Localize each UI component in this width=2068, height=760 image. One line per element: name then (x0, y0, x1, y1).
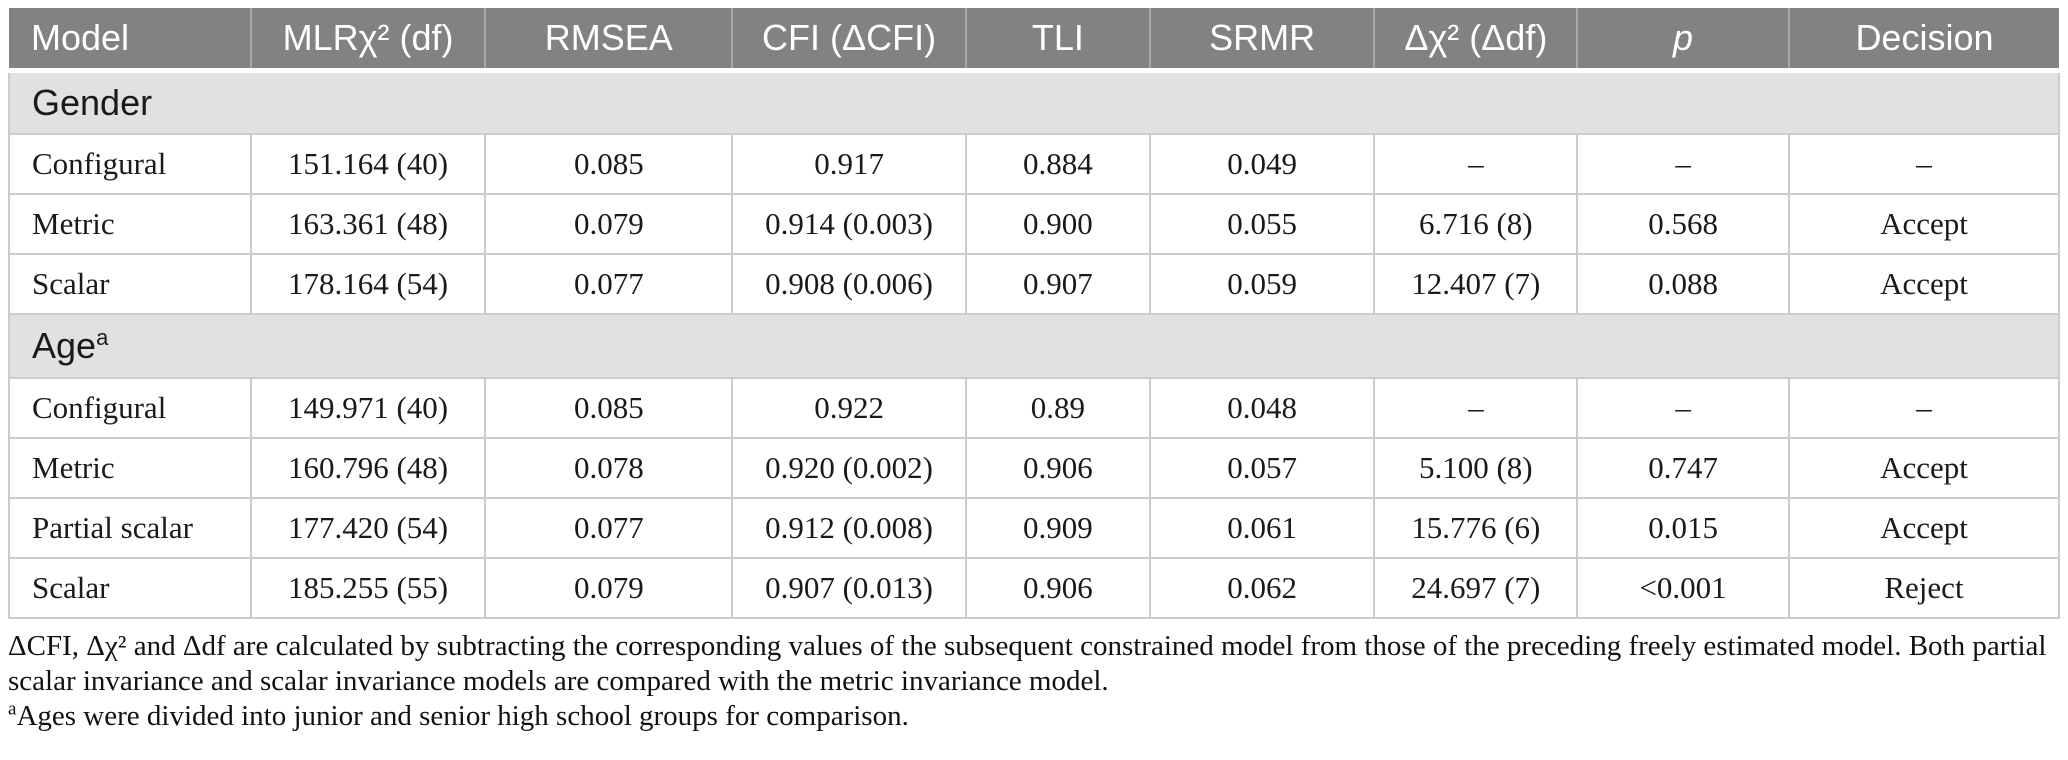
table-cell: Accept (1787, 497, 2061, 559)
col-mlr-chi2-df: MLRχ² (df) (249, 8, 486, 73)
table-cell: 12.407 (7) (1373, 253, 1579, 315)
table-cell: 0.907 (0.013) (731, 557, 967, 619)
col-delta-chi2: Δχ² (Δdf) (1373, 8, 1578, 73)
table-cell: 0.061 (1148, 497, 1376, 559)
section-row-age: Agea (8, 314, 2060, 379)
table-cell: – (1373, 377, 1579, 439)
table-cell: 185.255 (55) (249, 557, 487, 619)
footnote-a-superscript: a (8, 698, 17, 720)
table-cell: – (1787, 133, 2061, 195)
col-p: p (1576, 8, 1789, 73)
table-cell: – (1576, 133, 1790, 195)
table-cell: 0.015 (1576, 497, 1790, 559)
table-cell: 0.049 (1148, 133, 1376, 195)
table-cell: 0.079 (484, 193, 734, 255)
cell-model-name: Scalar (8, 253, 252, 315)
cell-model-name: Scalar (8, 557, 252, 619)
table-cell: 0.900 (964, 193, 1151, 255)
table-footnotes: ΔCFI, Δχ² and Δdf are calculated by subt… (8, 629, 2060, 734)
table-cell: – (1576, 377, 1790, 439)
col-decision: Decision (1787, 8, 2059, 73)
table-cell: 0.908 (0.006) (731, 253, 967, 315)
table-cell: 0.906 (964, 557, 1151, 619)
table-cell: 24.697 (7) (1373, 557, 1579, 619)
table-cell: 0.906 (964, 437, 1151, 499)
table-cell: – (1373, 133, 1579, 195)
col-srmr: SRMR (1148, 8, 1375, 73)
footnote-a-text: Ages were divided into junior and senior… (16, 700, 909, 732)
table-cell: 0.085 (484, 377, 734, 439)
table-cell: Accept (1787, 193, 2061, 255)
footnote-general: ΔCFI, Δχ² and Δdf are calculated by subt… (8, 630, 2047, 697)
header-row: Model MLRχ² (df) RMSEA CFI (ΔCFI) TLI SR… (9, 8, 2059, 73)
table-cell: 0.907 (964, 253, 1151, 315)
table-cell: – (1787, 377, 2061, 439)
section-title-text: Gender (32, 81, 153, 123)
table-cell: 163.361 (48) (249, 193, 487, 255)
table-cell: 0.89 (964, 377, 1151, 439)
col-model: Model (9, 8, 251, 73)
table-row: Scalar 178.164 (54) 0.077 0.908 (0.006) … (8, 253, 2061, 315)
table-cell: 0.747 (1576, 437, 1790, 499)
cell-model-name: Metric (8, 193, 252, 255)
table-cell: 177.420 (54) (249, 497, 487, 559)
table-cell: 5.100 (8) (1373, 437, 1579, 499)
table-cell: 0.048 (1148, 377, 1376, 439)
cell-model-name: Partial scalar (8, 497, 252, 559)
table-row: Scalar 185.255 (55) 0.079 0.907 (0.013) … (8, 557, 2061, 619)
table-cell: Reject (1787, 557, 2061, 619)
table-cell: 0.917 (731, 133, 967, 195)
table-cell: 178.164 (54) (249, 253, 487, 315)
measurement-invariance-table: Model MLRχ² (df) RMSEA CFI (ΔCFI) TLI SR… (8, 8, 2061, 619)
table-cell: Accept (1787, 253, 2061, 315)
table-cell: 151.164 (40) (249, 133, 487, 195)
section-title-text: Age (32, 325, 97, 366)
table-cell: Accept (1787, 437, 2061, 499)
footnote-a: aAges were divided into junior and senio… (8, 699, 2060, 734)
table-cell: 0.568 (1576, 193, 1790, 255)
table-row: Configural 149.971 (40) 0.085 0.922 0.89… (8, 377, 2061, 439)
col-cfi: CFI (ΔCFI) (731, 8, 966, 73)
cell-model-name: Metric (8, 437, 252, 499)
footnote-a-marker: a (96, 325, 109, 350)
cell-model-name: Configural (8, 377, 252, 439)
table-cell: 0.909 (964, 497, 1151, 559)
table-body: Gender Configural 151.164 (40) 0.085 0.9… (8, 70, 2061, 619)
table-cell: 6.716 (8) (1373, 193, 1579, 255)
table-cell: 0.057 (1148, 437, 1376, 499)
table-cell: 15.776 (6) (1373, 497, 1579, 559)
table-cell: <0.001 (1576, 557, 1790, 619)
col-rmsea: RMSEA (484, 8, 733, 73)
table-cell: 0.077 (484, 253, 734, 315)
cell-model-name: Configural (8, 133, 252, 195)
section-row-gender: Gender (8, 70, 2060, 135)
table-cell: 160.796 (48) (249, 437, 487, 499)
table-header: Model MLRχ² (df) RMSEA CFI (ΔCFI) TLI SR… (9, 8, 2059, 73)
col-tli: TLI (964, 8, 1150, 73)
table-cell: 0.884 (964, 133, 1151, 195)
table-row: Metric 163.361 (48) 0.079 0.914 (0.003) … (8, 193, 2061, 255)
table-cell: 0.088 (1576, 253, 1790, 315)
table-row: Partial scalar 177.420 (54) 0.077 0.912 … (8, 497, 2061, 559)
table-cell: 0.920 (0.002) (731, 437, 967, 499)
table-cell: 0.059 (1148, 253, 1376, 315)
table-cell: 0.912 (0.008) (731, 497, 967, 559)
table-cell: 0.062 (1148, 557, 1376, 619)
table-cell: 0.055 (1148, 193, 1376, 255)
table-cell: 0.077 (484, 497, 734, 559)
table-cell: 149.971 (40) (249, 377, 487, 439)
table-row: Metric 160.796 (48) 0.078 0.920 (0.002) … (8, 437, 2061, 499)
table-cell: 0.085 (484, 133, 734, 195)
section-title-gender: Gender (8, 70, 2060, 135)
table-cell: 0.078 (484, 437, 734, 499)
table-cell: 0.914 (0.003) (731, 193, 967, 255)
table-row: Configural 151.164 (40) 0.085 0.917 0.88… (8, 133, 2061, 195)
section-title-age: Agea (8, 314, 2060, 379)
table-cell: 0.079 (484, 557, 734, 619)
table-cell: 0.922 (731, 377, 967, 439)
